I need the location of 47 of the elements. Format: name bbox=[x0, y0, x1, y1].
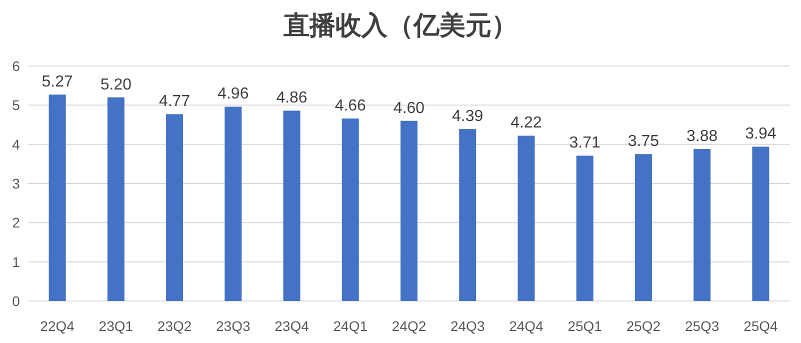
bar bbox=[48, 94, 66, 301]
x-tick-label: 24Q1 bbox=[333, 318, 368, 334]
bar bbox=[576, 156, 594, 301]
x-tick-label: 22Q4 bbox=[40, 318, 75, 334]
bar bbox=[107, 97, 124, 301]
x-tick-label: 25Q3 bbox=[684, 318, 720, 334]
bar bbox=[283, 110, 300, 301]
bar bbox=[400, 120, 418, 301]
y-tick-label: 4 bbox=[12, 136, 20, 152]
y-tick-label: 3 bbox=[12, 176, 20, 192]
x-tick-label: 23Q4 bbox=[274, 318, 310, 334]
bar bbox=[342, 118, 359, 301]
data-label: 5.27 bbox=[42, 74, 73, 91]
bar bbox=[634, 154, 652, 301]
bar bbox=[694, 149, 711, 301]
data-label: 4.86 bbox=[276, 90, 308, 107]
data-label: 3.75 bbox=[628, 133, 660, 150]
data-label: 4.66 bbox=[334, 97, 366, 114]
x-tick-label: 23Q3 bbox=[216, 318, 250, 334]
bar bbox=[518, 136, 535, 301]
data-label: 4.96 bbox=[218, 86, 249, 103]
bar bbox=[166, 114, 184, 301]
x-tick-label: 24Q2 bbox=[392, 318, 426, 334]
x-tick-label: 25Q1 bbox=[568, 318, 602, 334]
data-label: 4.39 bbox=[452, 108, 484, 126]
x-tick-label: 25Q4 bbox=[744, 318, 778, 334]
data-label: 3.71 bbox=[569, 134, 601, 152]
chart-title: 直播收入（亿美元） bbox=[282, 10, 518, 40]
x-tick-label: 24Q4 bbox=[509, 318, 544, 334]
data-label: 4.60 bbox=[393, 100, 425, 117]
y-tick-label: 1 bbox=[12, 254, 20, 270]
x-tick-label: 23Q2 bbox=[157, 318, 192, 334]
data-label: 5.20 bbox=[100, 76, 132, 94]
bar bbox=[752, 146, 770, 301]
x-tick-label: 24Q3 bbox=[450, 318, 485, 334]
data-label: 3.94 bbox=[745, 126, 776, 143]
data-label: 4.77 bbox=[158, 93, 190, 110]
data-label: 3.88 bbox=[686, 128, 718, 146]
y-tick-label: 0 bbox=[12, 293, 20, 309]
bar bbox=[224, 106, 242, 301]
y-tick-label: 2 bbox=[12, 214, 20, 231]
x-tick-label: 25Q2 bbox=[626, 318, 661, 334]
x-tick-label: 23Q1 bbox=[98, 318, 134, 334]
y-tick-label: 6 bbox=[12, 58, 20, 74]
bar bbox=[459, 129, 476, 301]
y-tick-label: 5 bbox=[12, 97, 20, 114]
data-label: 4.22 bbox=[510, 114, 542, 132]
